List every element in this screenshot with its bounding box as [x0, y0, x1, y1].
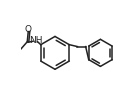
Text: O: O: [25, 25, 32, 34]
Text: NH: NH: [29, 36, 42, 45]
